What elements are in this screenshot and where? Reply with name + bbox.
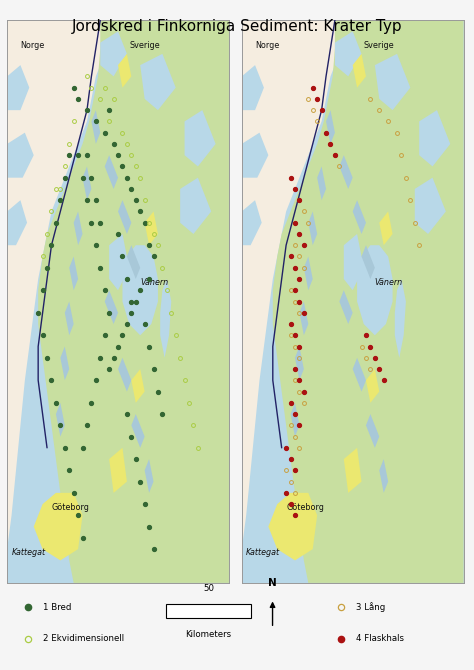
Polygon shape [105,290,118,324]
Polygon shape [317,166,326,200]
Text: 4 Flaskhals: 4 Flaskhals [356,634,403,643]
Polygon shape [118,200,131,234]
Polygon shape [273,20,464,583]
Polygon shape [395,279,406,358]
Text: 50: 50 [203,584,214,594]
Polygon shape [140,54,176,110]
Polygon shape [419,110,450,166]
Text: Kilometers: Kilometers [185,630,232,639]
Text: Kattegat: Kattegat [11,548,46,557]
Polygon shape [180,178,211,234]
Polygon shape [7,65,29,110]
Polygon shape [118,358,131,391]
Polygon shape [122,245,158,335]
Text: 1 Bred: 1 Bred [43,603,71,612]
Polygon shape [145,212,158,245]
Polygon shape [366,414,379,448]
Polygon shape [7,20,105,549]
Polygon shape [415,178,446,234]
Polygon shape [131,414,145,448]
Text: Sverige: Sverige [129,42,160,50]
Polygon shape [73,212,82,245]
Polygon shape [339,290,353,324]
Polygon shape [7,133,34,178]
Text: Norge: Norge [20,42,45,50]
Polygon shape [60,346,69,381]
Polygon shape [91,110,100,144]
Polygon shape [300,302,308,335]
Polygon shape [34,493,82,560]
Polygon shape [127,245,140,279]
Text: Jordskred i Finkorniga Sediment: Krater Typ: Jordskred i Finkorniga Sediment: Krater … [72,19,402,34]
Polygon shape [242,200,262,245]
Polygon shape [339,155,353,189]
Polygon shape [160,279,171,358]
Polygon shape [326,110,335,144]
Polygon shape [379,459,388,493]
Polygon shape [184,110,216,166]
Text: Norge: Norge [255,42,279,50]
Polygon shape [242,133,268,178]
Polygon shape [362,245,375,279]
Polygon shape [379,212,392,245]
Text: N: N [268,578,277,588]
Polygon shape [69,257,78,290]
Polygon shape [344,234,364,290]
Polygon shape [38,20,229,583]
Polygon shape [291,403,300,437]
Text: Sverige: Sverige [364,42,394,50]
Polygon shape [109,234,129,290]
Polygon shape [242,65,264,110]
Polygon shape [304,257,313,290]
Polygon shape [353,358,366,391]
Polygon shape [82,166,91,200]
Text: Göteborg: Göteborg [52,502,90,512]
Polygon shape [353,200,366,234]
Text: Vänern: Vänern [375,277,403,287]
Text: Vänern: Vänern [140,277,168,287]
Text: Kattegat: Kattegat [246,548,280,557]
Polygon shape [295,346,304,381]
Polygon shape [308,212,317,245]
Polygon shape [344,448,362,493]
Polygon shape [100,31,127,76]
Polygon shape [268,493,317,560]
Polygon shape [366,369,379,403]
Polygon shape [335,31,362,76]
Polygon shape [357,245,392,335]
Text: 2 Ekvidimensionell: 2 Ekvidimensionell [43,634,124,643]
Polygon shape [353,54,366,88]
Polygon shape [56,403,65,437]
Polygon shape [131,369,145,403]
Polygon shape [105,155,118,189]
Polygon shape [118,54,131,88]
Text: 3 Lång: 3 Lång [356,602,385,612]
Bar [166,604,251,618]
Polygon shape [7,200,27,245]
Polygon shape [65,302,73,335]
Polygon shape [109,448,127,493]
Polygon shape [145,459,154,493]
Text: Göteborg: Göteborg [286,502,324,512]
Polygon shape [242,20,339,549]
Polygon shape [375,54,410,110]
